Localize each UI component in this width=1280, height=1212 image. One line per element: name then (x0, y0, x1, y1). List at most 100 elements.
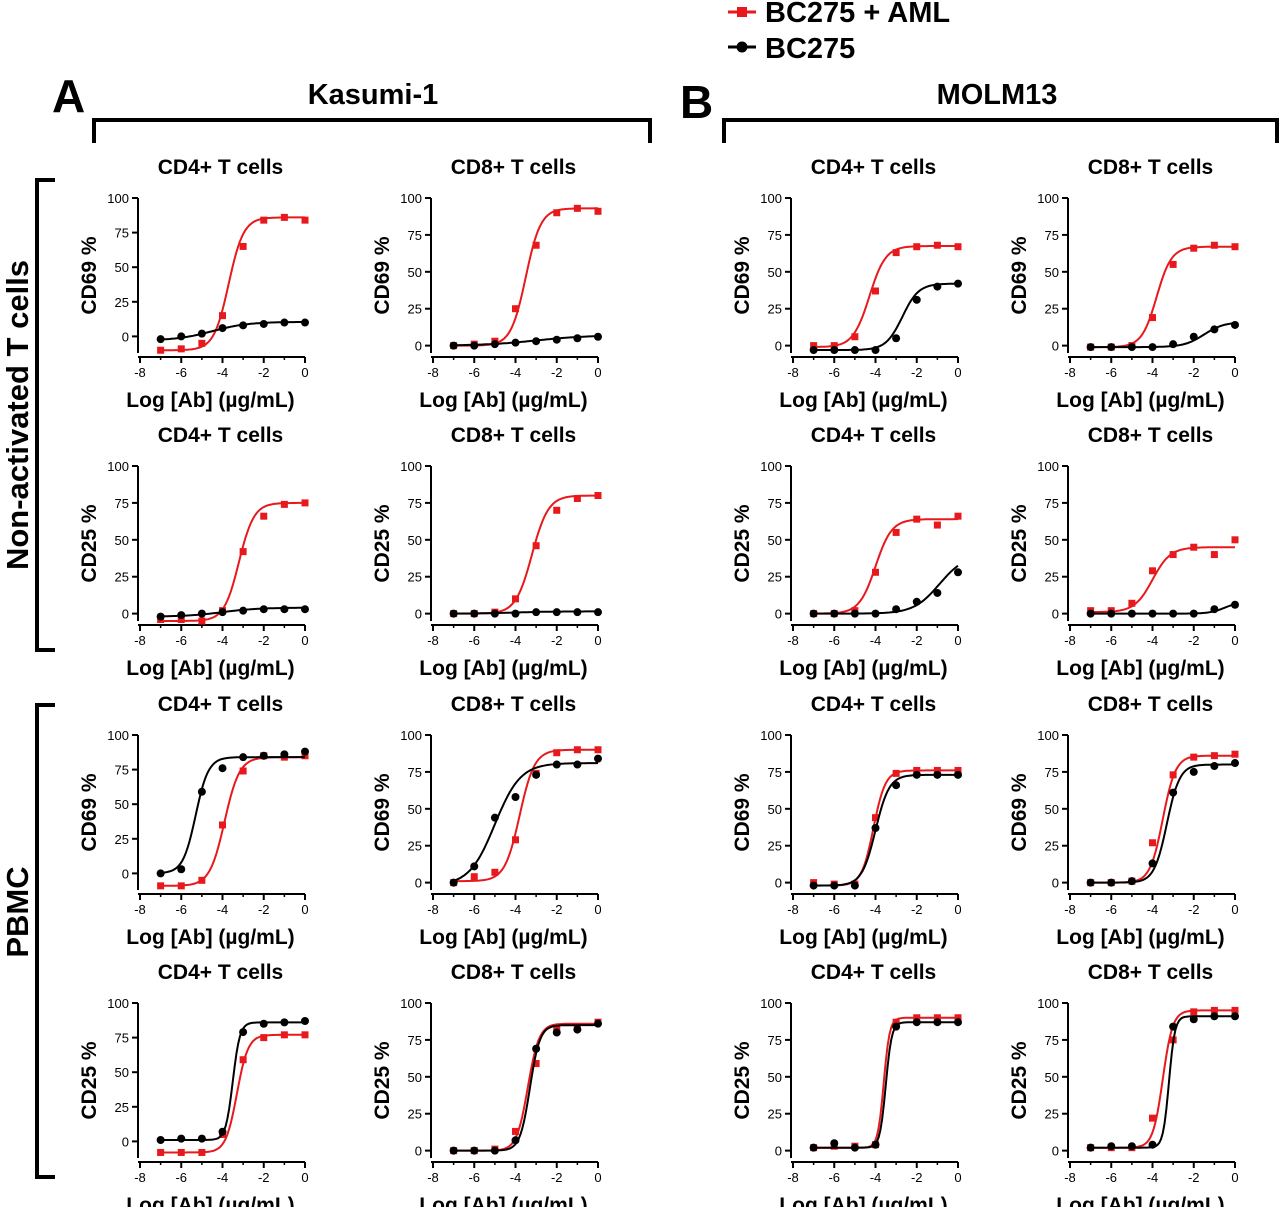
y-axis-label: CD25 % (731, 504, 754, 583)
data-point-bc275 (239, 753, 248, 762)
y-axis-label: CD25 % (78, 1041, 101, 1120)
data-point-bc275 (218, 608, 227, 617)
x-tick-label: -8 (787, 1170, 799, 1185)
y-tick-label: 100 (760, 728, 782, 743)
x-axis-label: Log [Ab] (µg/mL) (419, 657, 587, 680)
data-point-bc275-aml (553, 209, 561, 217)
data-point-bc275 (552, 335, 561, 344)
data-point-bc275-aml (933, 241, 941, 249)
chart-4: CD8+ T cells 0 25 50 75 100 -8 -6 -4 -2 0 Log [Ab] … (1008, 156, 1239, 412)
data-point-bc275 (1210, 762, 1219, 770)
fit-curve-bc275 (813, 773, 958, 887)
x-tick-label: -8 (1064, 365, 1076, 380)
data-point-bc275-aml (260, 512, 268, 520)
data-point-bc275-aml (954, 243, 962, 251)
x-tick-label: 0 (301, 633, 308, 648)
data-point-bc275 (197, 1134, 206, 1143)
x-axis-label: Log [Ab] (µg/mL) (779, 1194, 947, 1207)
chart-title: CD8+ T cells (451, 156, 576, 179)
y-tick-label: 0 (415, 876, 422, 891)
data-point-bc275-aml (239, 1056, 247, 1064)
data-point-bc275 (1231, 320, 1239, 329)
x-axis-label: Log [Ab] (µg/mL) (1056, 389, 1224, 412)
data-point-bc275 (532, 1044, 541, 1053)
y-tick-label: 100 (400, 191, 422, 206)
y-axis-label: CD25 % (731, 1041, 754, 1120)
y-axis-label: CD69 % (731, 236, 754, 315)
data-point-bc275-aml (177, 1148, 185, 1156)
data-point-bc275 (594, 754, 602, 763)
fit-curve-bc275-aml (453, 494, 598, 615)
chart-15: CD4+ T cells 0 25 50 75 100 -8 -6 -4 -2 0 Log [Ab] … (731, 961, 962, 1212)
data-point-bc275-aml (1231, 243, 1239, 251)
x-tick-label: -2 (911, 902, 923, 917)
data-point-bc275 (954, 1018, 962, 1027)
data-point-bc275 (573, 1025, 582, 1034)
x-axis-label: Log [Ab] (µg/mL) (1056, 926, 1224, 949)
y-tick-label: 75 (768, 496, 782, 511)
x-tick-label: 0 (301, 902, 308, 917)
x-tick-label: -6 (175, 365, 187, 380)
y-tick-label: 0 (415, 607, 422, 622)
y-tick-label: 50 (115, 260, 129, 275)
x-tick-label: 0 (594, 1170, 601, 1185)
x-tick-label: -4 (1147, 902, 1159, 917)
data-point-bc275-aml (1231, 750, 1239, 758)
data-point-bc275 (449, 341, 458, 350)
data-point-bc275 (850, 881, 859, 890)
y-tick-label: 50 (408, 265, 422, 280)
y-tick-label: 75 (1045, 1033, 1059, 1048)
y-tick-label: 100 (1037, 996, 1059, 1011)
data-point-bc275 (912, 597, 921, 606)
data-point-bc275-aml (198, 876, 206, 884)
data-point-bc275-aml (573, 746, 581, 754)
data-point-bc275 (280, 318, 289, 327)
data-point-bc275 (933, 1018, 942, 1027)
data-point-bc275-aml (810, 342, 818, 350)
x-tick-label: -2 (911, 633, 923, 648)
y-tick-label: 0 (1052, 876, 1059, 891)
x-tick-label: 0 (954, 365, 961, 380)
data-point-bc275-aml (1149, 1114, 1156, 1122)
data-point-bc275 (490, 340, 499, 349)
data-point-bc275-aml (1149, 839, 1156, 847)
x-tick-label: -6 (1105, 1170, 1117, 1185)
data-point-bc275-aml (594, 492, 602, 500)
data-point-bc275-aml (933, 521, 941, 529)
data-point-bc275 (1189, 767, 1198, 776)
data-point-bc275 (573, 760, 582, 769)
x-tick-label: 0 (594, 633, 601, 648)
data-point-bc275 (954, 279, 962, 288)
data-point-bc275 (239, 606, 248, 615)
data-point-bc275 (1169, 1022, 1178, 1031)
data-point-bc275 (197, 609, 206, 618)
data-point-bc275 (1127, 609, 1136, 618)
data-point-bc275 (156, 869, 165, 878)
fit-curve-bc275-aml (453, 748, 598, 883)
data-point-bc275-aml (280, 500, 288, 508)
chart-title: CD8+ T cells (1088, 156, 1213, 179)
data-point-bc275-aml (851, 333, 859, 341)
data-point-bc275 (552, 1028, 561, 1037)
panel-title-kasumi-1: Kasumi-1 (308, 79, 439, 111)
x-tick-label: -4 (870, 902, 882, 917)
x-tick-label: -4 (510, 902, 522, 917)
y-tick-label: 100 (400, 459, 422, 474)
y-tick-label: 75 (408, 1033, 422, 1048)
y-tick-label: 75 (768, 765, 782, 780)
row-label-non-activated: Non-activated T cells (0, 260, 35, 570)
y-tick-label: 50 (768, 1070, 782, 1085)
x-tick-label: -2 (551, 633, 563, 648)
data-point-bc275-aml (892, 769, 900, 777)
y-tick-label: 75 (1045, 496, 1059, 511)
chart-title: CD8+ T cells (451, 961, 576, 984)
data-point-bc275 (594, 608, 602, 617)
data-point-bc275 (1086, 343, 1095, 352)
data-point-bc275 (156, 335, 165, 344)
x-tick-label: -4 (1147, 365, 1159, 380)
x-tick-label: 0 (1231, 1170, 1238, 1185)
y-tick-label: 100 (107, 459, 129, 474)
data-point-bc275 (871, 824, 880, 832)
data-point-bc275 (490, 1146, 499, 1155)
data-point-bc275-aml (219, 312, 226, 320)
